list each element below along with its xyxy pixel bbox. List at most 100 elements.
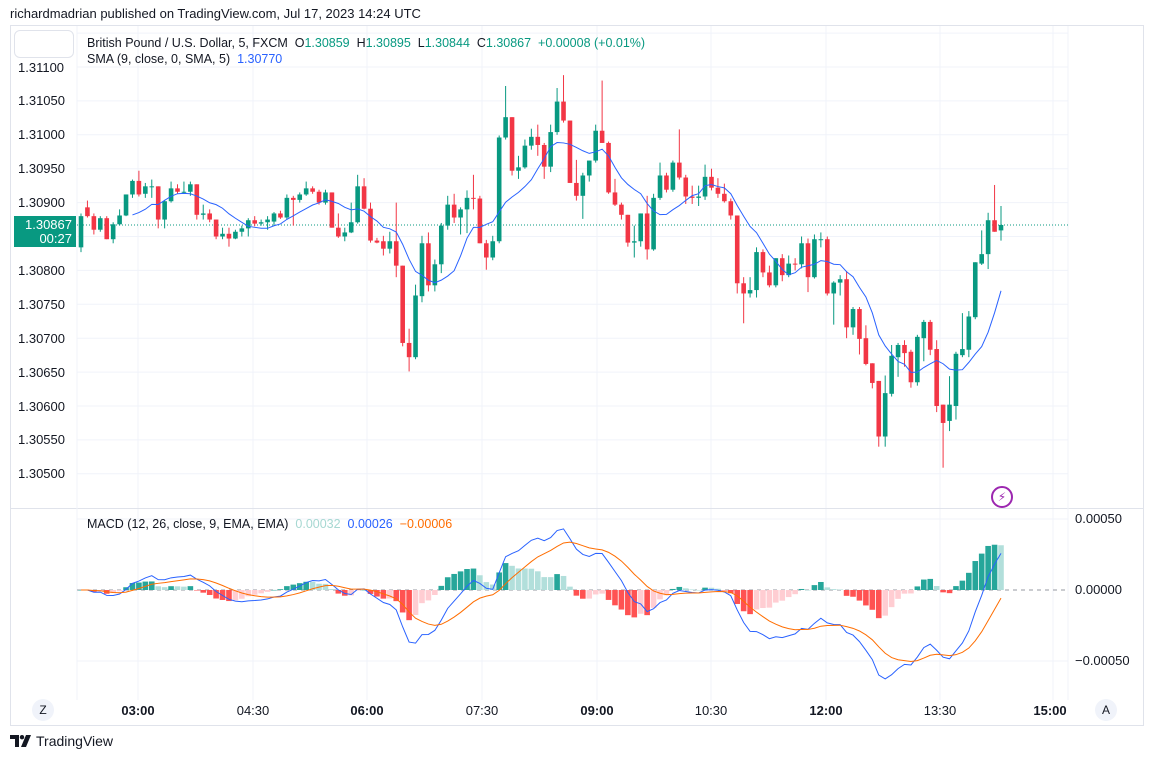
macd-histogram-bar — [515, 568, 522, 590]
macd-histogram-bar — [155, 586, 162, 590]
candle-body — [657, 175, 663, 198]
macd-histogram-bar — [998, 545, 1004, 590]
candle-body — [400, 265, 405, 343]
candle-body — [181, 191, 187, 193]
macd-histogram-bar — [644, 590, 650, 616]
time-tick: 04:30 — [236, 703, 270, 718]
candle-body — [863, 338, 869, 364]
time-tick: 09:00 — [580, 703, 614, 718]
macd-histogram-bar — [470, 568, 477, 590]
candle-body — [677, 162, 682, 178]
macd-histogram-bar — [567, 586, 573, 590]
candle-body — [252, 220, 258, 224]
candle-body — [91, 216, 97, 230]
candle-body — [310, 188, 315, 192]
candle-body — [381, 241, 386, 249]
candle-body — [316, 191, 322, 203]
publisher-line: richardmadrian published on TradingView.… — [10, 6, 421, 21]
macd-histogram-bar — [213, 590, 219, 599]
candle-body — [78, 216, 84, 248]
macd-histogram-bar — [451, 573, 457, 590]
tradingview-brand[interactable]: TradingView — [10, 733, 113, 749]
candle-body — [554, 101, 560, 133]
auto-scale-button[interactable]: A — [1095, 699, 1117, 721]
symbol-legend[interactable]: British Pound / U.S. Dollar, 5, FXCM O1.… — [87, 36, 645, 50]
macd-histogram-bar — [843, 590, 850, 596]
candle-body — [438, 225, 444, 265]
candle-body — [426, 243, 431, 286]
macd-histogram-bar — [830, 589, 837, 590]
macd-histogram-bar — [586, 590, 593, 599]
candle-body — [728, 201, 734, 216]
candle-body — [303, 188, 309, 195]
macd-histogram-bar — [676, 586, 683, 590]
lightning-icon[interactable]: ⚡︎ — [991, 486, 1013, 508]
candle-body — [265, 219, 270, 223]
macd-histogram-bar — [573, 590, 580, 596]
macd-histogram-bar — [412, 590, 419, 615]
candle-body — [123, 194, 129, 216]
candle-body — [323, 192, 328, 203]
macd-histogram-bar — [618, 590, 625, 610]
candle-body — [850, 309, 856, 328]
time-tick: 06:00 — [350, 703, 384, 718]
candle-body — [104, 218, 110, 240]
current-price-label: 1.30867 00:27 — [14, 216, 76, 247]
candle-body — [857, 309, 862, 339]
macd-histogram-bar — [419, 590, 425, 604]
zoom-reset-button[interactable]: Z — [32, 699, 54, 721]
macd-histogram-bar — [226, 590, 232, 602]
macd-title: MACD (12, 26, close, 9, EMA, EMA) — [87, 517, 289, 531]
macd-histogram-bar — [194, 590, 200, 591]
macd-histogram-bar — [657, 590, 663, 600]
macd-histogram-bar — [882, 590, 888, 616]
macd-histogram-bar — [824, 587, 831, 590]
candle-body — [606, 142, 611, 193]
current-price: 1.30867 — [25, 217, 72, 232]
macd-histogram-bar — [271, 589, 277, 591]
price-tick: 1.30550 — [18, 432, 65, 447]
macd-histogram-bar — [605, 590, 612, 600]
macd-histogram-bar — [670, 588, 676, 590]
macd-histogram-bar — [580, 590, 586, 599]
macd-histogram-bar — [335, 590, 342, 594]
candle-body — [831, 282, 837, 294]
macd-histogram-bar — [760, 590, 766, 609]
candle-body — [966, 316, 972, 350]
candle-body — [972, 262, 978, 318]
macd-histogram-bar — [734, 590, 741, 604]
macd-histogram-bar — [933, 586, 940, 590]
macd-histogram-bar — [303, 581, 309, 590]
candle-body — [464, 197, 470, 210]
macd-histogram-bar — [811, 585, 818, 590]
candle-body — [291, 197, 296, 200]
price-tick: 1.31050 — [18, 93, 65, 108]
candle-body — [824, 239, 830, 294]
macd-histogram-bar — [200, 590, 207, 593]
time-tick: 10:30 — [694, 703, 728, 718]
candle-body — [541, 144, 547, 167]
candle-body — [155, 186, 161, 220]
candle-body — [368, 208, 373, 241]
candle-body — [220, 233, 225, 237]
macd-histogram-bar — [123, 587, 129, 590]
macd-histogram-bar — [528, 568, 535, 590]
macd-histogram-bar — [689, 589, 695, 590]
time-tick: 03:00 — [121, 703, 155, 718]
candle-body — [548, 132, 553, 167]
symbol-logo-placeholder — [14, 30, 74, 58]
macd-histogram-bar — [805, 589, 811, 591]
macd-histogram-bar — [284, 586, 290, 590]
sma-legend[interactable]: SMA (9, close, 0, SMA, 5) 1.30770 — [87, 52, 282, 66]
candle-body — [361, 186, 367, 209]
sma-value: 1.30770 — [237, 52, 283, 66]
low-value: 1.30844 — [424, 36, 470, 50]
macd-legend[interactable]: MACD (12, 26, close, 9, EMA, EMA) 0.0003… — [87, 517, 452, 531]
brand-name: TradingView — [36, 733, 114, 749]
candle-body — [574, 182, 579, 196]
macd-histogram-bar — [560, 575, 567, 590]
candle-body — [702, 176, 708, 197]
macd-histogram-bar — [354, 590, 361, 591]
tradingview-logo-icon — [10, 735, 31, 747]
